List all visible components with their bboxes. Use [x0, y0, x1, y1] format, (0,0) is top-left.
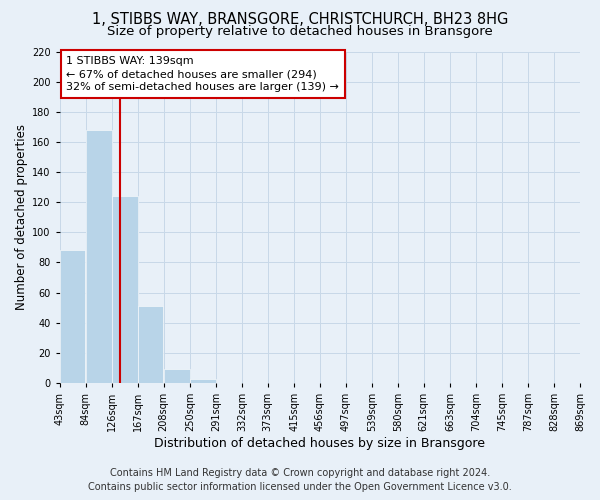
X-axis label: Distribution of detached houses by size in Bransgore: Distribution of detached houses by size …: [154, 437, 485, 450]
Text: Contains HM Land Registry data © Crown copyright and database right 2024.
Contai: Contains HM Land Registry data © Crown c…: [88, 468, 512, 492]
Text: 1, STIBBS WAY, BRANSGORE, CHRISTCHURCH, BH23 8HG: 1, STIBBS WAY, BRANSGORE, CHRISTCHURCH, …: [92, 12, 508, 28]
Text: Size of property relative to detached houses in Bransgore: Size of property relative to detached ho…: [107, 25, 493, 38]
Bar: [112, 196, 137, 383]
Bar: [164, 370, 190, 383]
Text: 1 STIBBS WAY: 139sqm
← 67% of detached houses are smaller (294)
32% of semi-deta: 1 STIBBS WAY: 139sqm ← 67% of detached h…: [66, 56, 339, 92]
Bar: [60, 250, 85, 383]
Bar: [190, 378, 216, 383]
Y-axis label: Number of detached properties: Number of detached properties: [15, 124, 28, 310]
Bar: [138, 306, 163, 383]
Bar: [86, 130, 112, 383]
